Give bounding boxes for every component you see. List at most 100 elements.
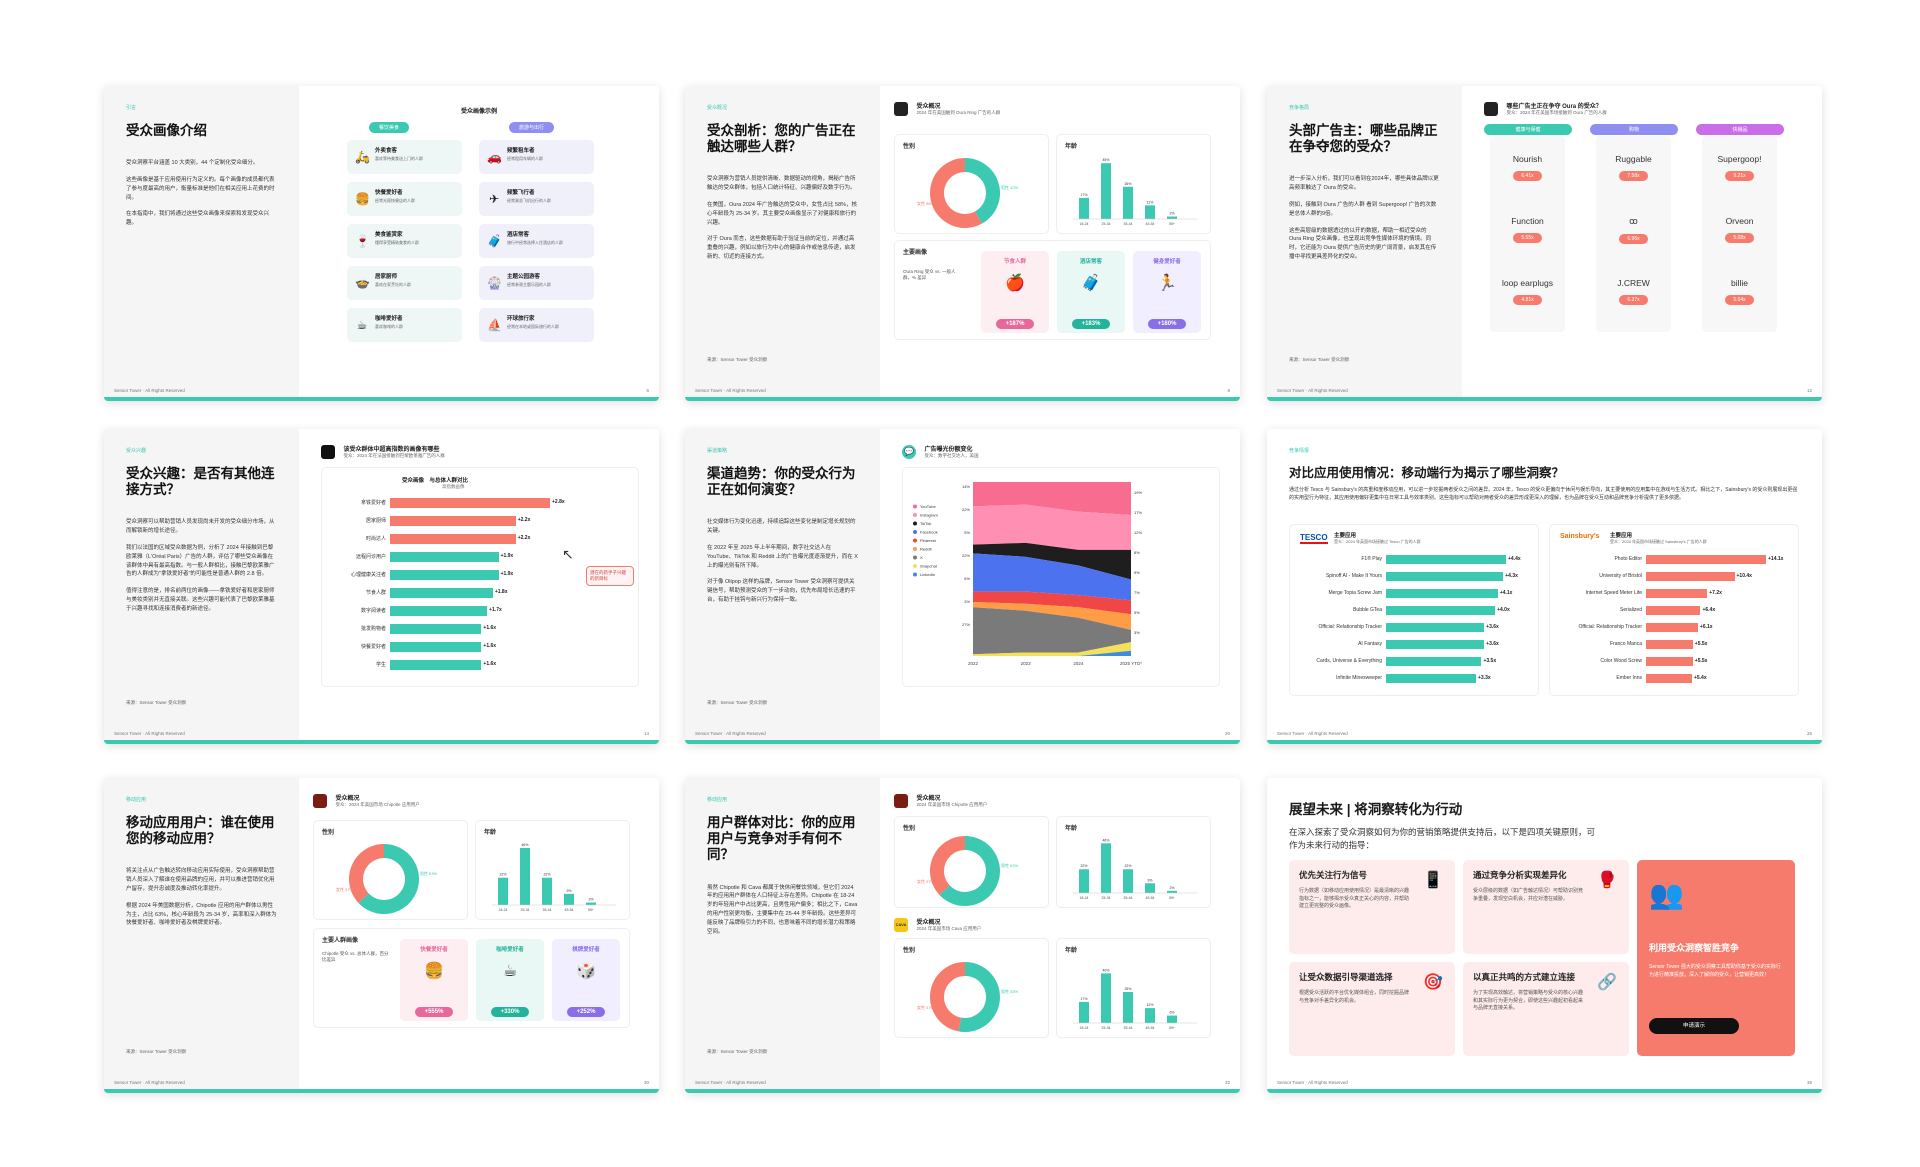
bar-value-label: +5.5x (1694, 641, 1708, 647)
bar (390, 624, 482, 634)
bar-value-label: +1.8x (494, 589, 508, 595)
slide-tag: 受众兴趣 (126, 448, 147, 454)
left-share-label: 14% (962, 484, 970, 489)
sainsbury-card-title: 主要应用 (1610, 533, 1633, 539)
brand-index: 6.41x (1513, 171, 1542, 181)
age-bar-value: 22% (1080, 864, 1087, 868)
slide-right-panel: 受众概况 2024 年美国市场 Chipotle 应用用户 性别 女性 37% 男… (880, 778, 1240, 1093)
donut-slice-male (939, 836, 1000, 906)
bottom-bar (104, 1089, 659, 1093)
legend-label: Instagram (920, 513, 938, 518)
slide-title: 受众画像介绍 (126, 123, 207, 138)
bar (1386, 589, 1498, 598)
bar-category-label: Merge Topia Screw Jam (1328, 590, 1382, 596)
sailboat-icon: ⛵ (487, 318, 502, 332)
bottom-bar (685, 397, 1240, 401)
gender-donut-chart: 女性 37% 男性 63% (336, 844, 438, 914)
legend-swatch (913, 538, 917, 543)
persona-card: ☕ 咖啡爱好者 喜欢咖啡的人群 (347, 308, 462, 342)
area-series-facebook (973, 553, 1131, 601)
slide-mobile-users: 移动应用 移动应用用户：谁在使用您的移动应用？ 将关注点从广告触达转向移动应用实… (104, 778, 659, 1093)
age-tick-label: 55+ (588, 908, 594, 912)
persona-desc: 经常租用车辆的人群 (507, 156, 543, 161)
age-bar (1167, 1015, 1177, 1023)
bottom-bar (685, 740, 1240, 744)
bar-category-label: Ember Inns (1616, 675, 1642, 681)
bar (1646, 674, 1692, 683)
bar (1646, 606, 1701, 615)
page-number: 14 (643, 731, 649, 736)
bar-value-label: +3.3x (1478, 675, 1491, 681)
age-bar (1123, 992, 1133, 1023)
legend-label: Facebook (920, 530, 938, 535)
cava-age-card: 年龄 17% 18-24 40% 25-34 25% 35-44 12% 45-54 6% 55+ (1056, 938, 1211, 1038)
bar-category-label: 学生 (375, 662, 386, 668)
brand-name: ꝏ (1629, 216, 1638, 226)
card-subtitle: 受众：2024 年在法国接触到巴黎欧莱雅广告的人群 (343, 453, 445, 459)
bar (390, 534, 516, 544)
source-note: 来源：Sensor Tower 受众洞察 (707, 700, 768, 705)
bar-value-label: +1.7x (489, 607, 502, 613)
people-icon: 👥 (1649, 879, 1684, 910)
age-bar-chart: 17% 18-24 40% 25-34 25% 35-44 12% 45-54 6% 55+ (1073, 968, 1197, 1030)
age-bar (1123, 186, 1133, 219)
category-pill-health: 健康与保健 (1484, 124, 1572, 135)
bar (390, 498, 550, 508)
principle-desc: 为了实现高效触达，将营销策略与受众的核心兴趣和其实际行为更为契合，即使这些兴趣起… (1473, 990, 1584, 1012)
donut-slice-male (958, 962, 1000, 1032)
principle-card: 让受众数据引导渠道选择 根据受众活跃的平台优化媒体组合，同时挖掘品牌与竞争对手差异… (1289, 962, 1455, 1056)
persona-tile: 节食人群 🍎 +187% (981, 251, 1049, 333)
principle-desc: 行为数据（如移动应用使用情况）是最清晰的兴趣指标之一，能够揭示受众真正关心的内容… (1299, 888, 1410, 910)
slide-left-panel: 渠道策略 渠道趋势：你的受众行为正在如何演变？ 社交媒体行为变化迅速，持续追踪这… (685, 429, 880, 744)
bar-value-label: +1.9x (500, 553, 514, 559)
slide-left-panel: 受众概况 受众剖析：您的广告正在触达哪些人群？ 受众洞察为营销人员提供清晰、数据… (685, 86, 880, 401)
loreal-logo (321, 444, 335, 459)
page-number: 8 (1227, 388, 1230, 393)
bar-category-label: University of Bristol (1599, 573, 1642, 579)
donut-label-female: 女性 58% (917, 200, 935, 206)
bar-category-label: 心理健康关注者 (350, 572, 386, 578)
callout-arrow-icon: ↖ (562, 546, 574, 562)
slide-tag: 竞争格局 (1289, 105, 1310, 111)
card-title: 哪些广告主正在争夺 Oura 的受众？ (1506, 104, 1602, 111)
bar-category-label: Photo Editor (1614, 556, 1642, 562)
footer: Sensor Tower · All Rights Reserved (695, 388, 766, 393)
legend-swatch (913, 564, 917, 568)
card-title: 该受众群体中超高指数的画像有哪些 (343, 447, 440, 454)
age-bar (520, 847, 530, 905)
age-bar (564, 893, 574, 905)
bar (1386, 674, 1476, 683)
donut-slice-female (930, 962, 966, 1032)
principle-card: 优先关注行为信号 行为数据（如移动应用使用情况）是最清晰的兴趣指标之一，能够揭示受… (1289, 860, 1455, 954)
slide-paragraph: 虽然 Chipotle 和 Cava 都属于快休闲餐饮领域，但它们 2024 年… (707, 884, 858, 935)
legend-label: Snapchat (920, 564, 938, 569)
bar-category-label: Infinite Minesweeper (1336, 675, 1382, 681)
tesco-card: TESCO 主要应用 受众：2024 年英国市场接触过 Tesco 广告的人群 … (1289, 524, 1539, 696)
area-series-linkedin (973, 650, 1131, 656)
principle-title: 让受众数据引导渠道选择 (1299, 972, 1393, 982)
persona-desc: 经常乘坐飞机出行的人群 (507, 198, 551, 203)
fastfood-icon: 🍔 (355, 192, 370, 206)
right-share-label: 8% (1134, 550, 1140, 555)
age-bar-value: 25% (1124, 987, 1131, 991)
donut-slice-female (930, 158, 982, 228)
persona-card: ⛵ 环球旅行家 经常在本地或国际旅行的人群 (479, 308, 594, 342)
delivery-icon: 🛵 (355, 150, 370, 164)
request-demo-button[interactable]: 申请演示 (1649, 1018, 1739, 1034)
age-tick-label: 35-44 (543, 908, 552, 912)
tile-value: +187% (995, 319, 1035, 329)
area-series-instagram (973, 504, 1131, 550)
slide-intro: 通过分析 Tesco 与 Sainsbury's 的高重和度移动应用，可以进一步… (1289, 487, 1798, 501)
persona-desc: 经常在本地或国际旅行的人群 (507, 324, 559, 329)
age-bar-value: 9% (566, 889, 571, 893)
bar-value-label: +4.3x (1505, 573, 1518, 579)
card-title: 受众概况 (335, 796, 360, 803)
bottom-bar (685, 1089, 1240, 1093)
chipotle-gender-card: 性别 女性 37% 男性 63% (894, 816, 1049, 908)
brand-item: Ruggable 7.58x (1596, 142, 1671, 204)
persona-title: 咖啡爱好者 (375, 316, 403, 322)
age-tick-label: 55+ (1169, 896, 1175, 900)
bar-category-label: Official: Relationship Tracker (1318, 624, 1382, 630)
legend-swatch (913, 547, 917, 551)
left-share-label: 6% (964, 576, 970, 581)
